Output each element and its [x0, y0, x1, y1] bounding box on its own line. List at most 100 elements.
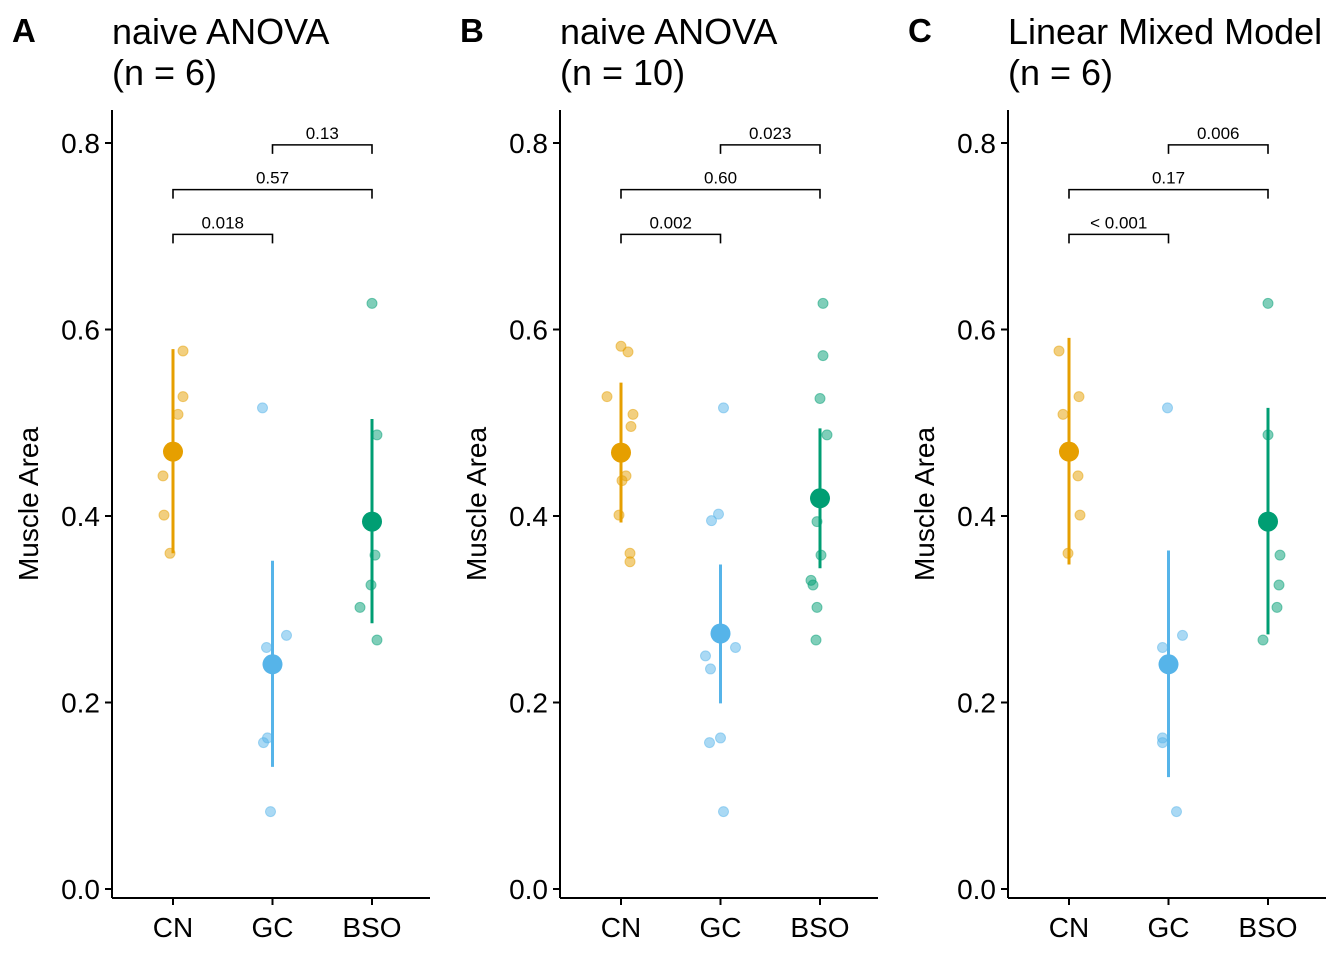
data-point-gc	[1171, 806, 1182, 818]
comparison-bracket	[1068, 188, 1269, 199]
data-point-bso	[811, 601, 823, 613]
data-point-cn	[158, 509, 170, 521]
comparison-p-value: 0.002	[649, 213, 692, 232]
data-point-bso	[817, 350, 829, 362]
data-point-bso	[1274, 549, 1286, 561]
data-point-gc	[704, 737, 715, 749]
data-point-cn	[157, 470, 169, 482]
comparison-p-value: 0.60	[704, 169, 737, 188]
data-point-bso	[1262, 297, 1274, 309]
comparison-bracket	[719, 144, 821, 154]
comparison-bracket	[1068, 233, 1170, 244]
data-point-cn	[177, 391, 189, 403]
mean-point-gc	[710, 623, 731, 644]
y-tick-label: 0.6	[509, 315, 548, 346]
panel-title-line: naive ANOVA	[560, 11, 777, 52]
data-point-gc	[1177, 629, 1188, 641]
data-point-bso	[814, 393, 826, 405]
mean-point-cn	[1059, 441, 1079, 462]
comparison-p-value: 0.006	[1197, 124, 1240, 143]
x-tick-label: GC	[252, 912, 294, 943]
data-point-gc	[1157, 641, 1168, 653]
mean-point-cn	[611, 442, 631, 463]
comparison-p-value: < 0.001	[1090, 213, 1147, 232]
data-point-cn	[1057, 408, 1069, 420]
data-point-cn	[624, 556, 636, 568]
y-axis-label: Muscle Area	[13, 427, 44, 581]
data-point-bso	[371, 634, 383, 646]
y-tick-label: 0.8	[61, 128, 100, 159]
data-point-cn	[625, 420, 637, 432]
panel-c: C Linear Mixed Model (n = 6) 0.0 0.2 0.4 0.6 0.…	[908, 11, 1326, 943]
data-point-bso	[817, 297, 829, 309]
data-point-bso	[354, 601, 366, 613]
x-tick-label: CN	[1049, 912, 1089, 943]
y-tick-label: 0.0	[957, 874, 996, 905]
x-tick-label: CN	[601, 912, 641, 943]
comparison-bracket	[271, 144, 373, 154]
data-point-gc	[700, 650, 711, 662]
data-point-cn	[1072, 470, 1084, 482]
comparison-p-value: 0.023	[749, 124, 792, 143]
y-tick-label: 0.6	[957, 315, 996, 346]
panel-title-line: (n = 6)	[112, 52, 217, 93]
data-point-gc	[261, 641, 272, 653]
x-tick-label: BSO	[1238, 912, 1297, 943]
data-point-gc	[718, 806, 729, 818]
y-tick-label: 0.6	[61, 315, 100, 346]
data-point-bso	[810, 634, 822, 646]
data-point-cn	[1074, 509, 1086, 521]
data-point-gc	[730, 641, 741, 653]
panel-title-line: (n = 6)	[1008, 52, 1113, 93]
y-axis-label: Muscle Area	[909, 427, 940, 581]
comparison-bracket	[620, 233, 722, 244]
mean-point-gc	[1158, 654, 1179, 675]
x-tick-label: BSO	[342, 912, 401, 943]
panel-title: naive ANOVA (n = 6)	[112, 11, 329, 93]
x-tick-label: GC	[1148, 912, 1190, 943]
data-point-cn	[1073, 391, 1085, 403]
data-point-gc	[1162, 402, 1173, 414]
y-tick-label: 0.2	[957, 688, 996, 719]
comparison-p-value: 0.17	[1152, 169, 1185, 188]
data-point-gc	[715, 732, 726, 744]
y-tick-label: 0.2	[61, 688, 100, 719]
panel-title-line: (n = 10)	[560, 52, 685, 93]
y-tick-label: 0.4	[509, 501, 548, 532]
comparison-p-value: 0.13	[306, 124, 339, 143]
data-point-gc	[257, 402, 268, 414]
y-tick-label: 0.8	[957, 128, 996, 159]
panel-title-line: naive ANOVA	[112, 11, 329, 52]
comparison-bracket	[172, 188, 373, 199]
panel-title: Linear Mixed Model (n = 6)	[1008, 11, 1322, 93]
comparison-bracket	[1167, 144, 1269, 154]
data-point-bso	[807, 579, 819, 591]
panel-label: B	[460, 12, 484, 49]
data-point-cn	[601, 391, 613, 403]
panel-label: A	[12, 12, 36, 49]
x-tick-label: BSO	[790, 912, 849, 943]
panel-title-line: Linear Mixed Model	[1008, 11, 1322, 52]
x-tick-label: CN	[153, 912, 193, 943]
data-point-bso	[821, 429, 833, 441]
mean-point-bso	[810, 488, 830, 509]
y-tick-label: 0.0	[61, 874, 100, 905]
data-point-bso	[366, 297, 378, 309]
comparison-bracket	[620, 188, 821, 199]
data-point-bso	[1257, 634, 1269, 646]
comparison-bracket	[172, 233, 274, 244]
data-point-gc	[713, 508, 724, 520]
mean-point-gc	[262, 654, 283, 675]
y-tick-label: 0.4	[957, 501, 996, 532]
data-point-cn	[627, 408, 639, 420]
y-tick-label: 0.8	[509, 128, 548, 159]
x-tick-label: GC	[700, 912, 742, 943]
data-point-gc	[1157, 737, 1168, 749]
panel-label: C	[908, 12, 932, 49]
mean-point-bso	[1258, 511, 1278, 532]
mean-point-bso	[362, 511, 382, 532]
data-point-bso	[1271, 601, 1283, 613]
panel-title: naive ANOVA (n = 10)	[560, 11, 777, 93]
